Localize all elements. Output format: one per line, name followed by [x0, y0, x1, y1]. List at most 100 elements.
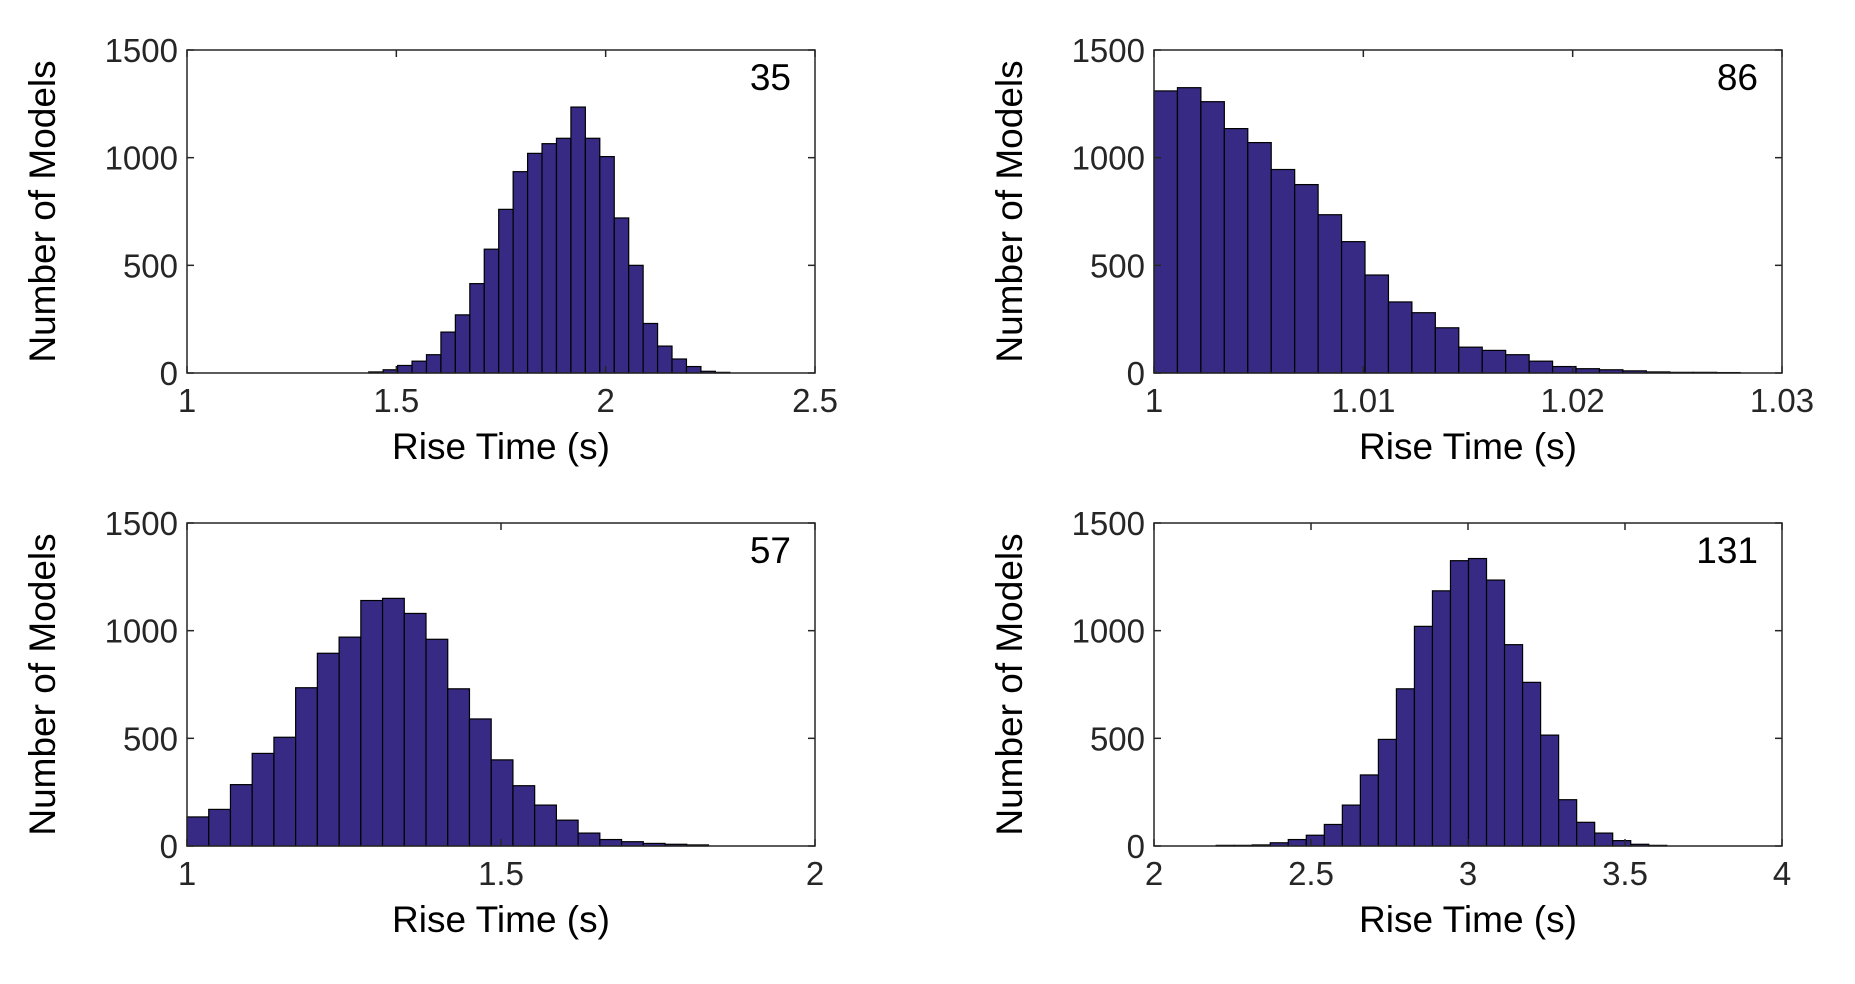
histogram-bar: [1521, 681, 1542, 847]
histogram-bar: [1341, 804, 1361, 847]
histogram-bar: [1294, 183, 1319, 374]
histogram-bar: [1305, 834, 1325, 847]
y-tick-label: 1500: [105, 505, 178, 542]
x-tick-label: 2: [1145, 855, 1163, 892]
histogram-bar: [577, 832, 601, 847]
histogram-bar: [1200, 101, 1225, 374]
histogram-bar: [599, 155, 615, 374]
x-axis-label: Rise Time (s): [1359, 426, 1577, 467]
histogram-bar: [1528, 360, 1554, 374]
histogram-panel-1: 1 1.5 2 2.5 0 500 1000 1500 Rise Time (s) Number …: [22, 32, 838, 467]
histogram-bar: [1377, 738, 1398, 847]
histogram-bar: [1413, 625, 1434, 847]
histogram-bar: [628, 264, 644, 374]
histogram-bar: [1176, 87, 1202, 374]
x-tick-label: 2: [596, 382, 614, 419]
histogram-bar: [1270, 168, 1296, 374]
y-tick-label: 1500: [1072, 32, 1145, 69]
x-tick-label: 1.5: [373, 382, 419, 419]
x-tick-label: 3.5: [1602, 855, 1648, 892]
histogram-bar: [642, 322, 659, 374]
y-tick-label: 0: [1127, 355, 1145, 392]
histogram-bar: [671, 358, 688, 374]
y-tick-label: 0: [160, 355, 178, 392]
histogram-bar: [1558, 799, 1578, 847]
histogram-panel-4: 2 2.5 3 3.5 4 0 500 1000 1500 Rise Time (s) Number…: [989, 505, 1791, 940]
histogram-bar: [425, 354, 442, 374]
histogram-bar: [360, 599, 384, 847]
histogram-bar: [411, 360, 428, 374]
histogram-bar: [381, 597, 405, 847]
histogram-bar: [469, 283, 485, 374]
panel-annotation: 131: [1696, 530, 1758, 571]
histogram-bar: [483, 248, 500, 374]
y-tick-label: 0: [1127, 828, 1145, 865]
histogram-bar: [186, 816, 210, 847]
histogram-bar: [1387, 301, 1413, 374]
histogram-bar: [1223, 127, 1249, 374]
histogram-bar: [454, 314, 471, 374]
x-tick-label: 1.02: [1541, 382, 1605, 419]
y-tick-label: 500: [1090, 247, 1145, 284]
histogram-bar: [1411, 312, 1436, 374]
histogram-bar: [403, 612, 427, 847]
y-axis-label: Number of Models: [989, 533, 1030, 835]
histogram-bar: [1539, 734, 1560, 847]
histogram-bar: [1503, 644, 1524, 847]
histogram-bar: [570, 106, 586, 374]
y-tick-label: 500: [123, 720, 178, 757]
panel-annotation: 57: [750, 530, 791, 571]
histogram-bar: [1449, 560, 1470, 847]
y-axis-label: Number of Models: [22, 533, 63, 835]
histogram-bar: [1434, 327, 1460, 374]
histogram-bar: [1505, 354, 1530, 374]
histogram-bar: [1467, 557, 1488, 847]
histogram-bar: [1287, 838, 1307, 847]
panel-annotation: 86: [1717, 57, 1758, 98]
histogram-bar: [440, 331, 456, 374]
histogram-bar: [613, 217, 630, 374]
axes-box: [1153, 49, 1783, 374]
histogram-bar: [1340, 241, 1366, 374]
histogram-bar: [251, 752, 275, 847]
histogram-bar: [208, 808, 232, 847]
x-tick-label: 4: [1773, 855, 1791, 892]
axes-box: [186, 49, 816, 374]
histogram-bar: [229, 784, 253, 847]
histogram-bar: [541, 143, 558, 374]
y-tick-label: 1500: [105, 32, 178, 69]
histogram-bar: [1395, 688, 1416, 847]
histogram-bar: [555, 137, 572, 374]
x-axis-label: Rise Time (s): [392, 426, 610, 467]
x-tick-label: 1.5: [478, 855, 524, 892]
histogram-bar: [1481, 349, 1507, 374]
x-axis-label: Rise Time (s): [392, 899, 610, 940]
y-tick-label: 1000: [1072, 613, 1145, 650]
histogram-bar: [584, 137, 601, 374]
histogram-bar: [1359, 774, 1379, 847]
y-axis-label: Number of Models: [989, 60, 1030, 362]
histogram-bar: [555, 819, 579, 847]
histogram-bar: [1364, 274, 1390, 374]
histogram-bar: [512, 785, 536, 847]
x-tick-label: 2.5: [792, 382, 838, 419]
x-axis-label: Rise Time (s): [1359, 899, 1577, 940]
histogram-bar: [1485, 579, 1506, 847]
histogram-bar: [295, 687, 318, 847]
x-tick-label: 1: [178, 855, 196, 892]
histogram-bar: [490, 759, 514, 847]
histogram-bar: [1576, 821, 1596, 847]
histogram-bar: [599, 838, 623, 847]
histogram-bar: [425, 638, 449, 847]
histogram-bar: [1317, 214, 1343, 374]
y-tick-label: 500: [1090, 720, 1145, 757]
x-tick-label: 1: [178, 382, 196, 419]
histogram-bar: [534, 804, 557, 847]
histogram-bar: [512, 171, 529, 374]
histogram-bar: [1431, 590, 1452, 847]
histogram-bar: [316, 652, 340, 847]
y-axis-label: Number of Models: [22, 60, 63, 362]
y-tick-label: 1000: [105, 140, 178, 177]
histogram-bar: [1247, 141, 1272, 374]
